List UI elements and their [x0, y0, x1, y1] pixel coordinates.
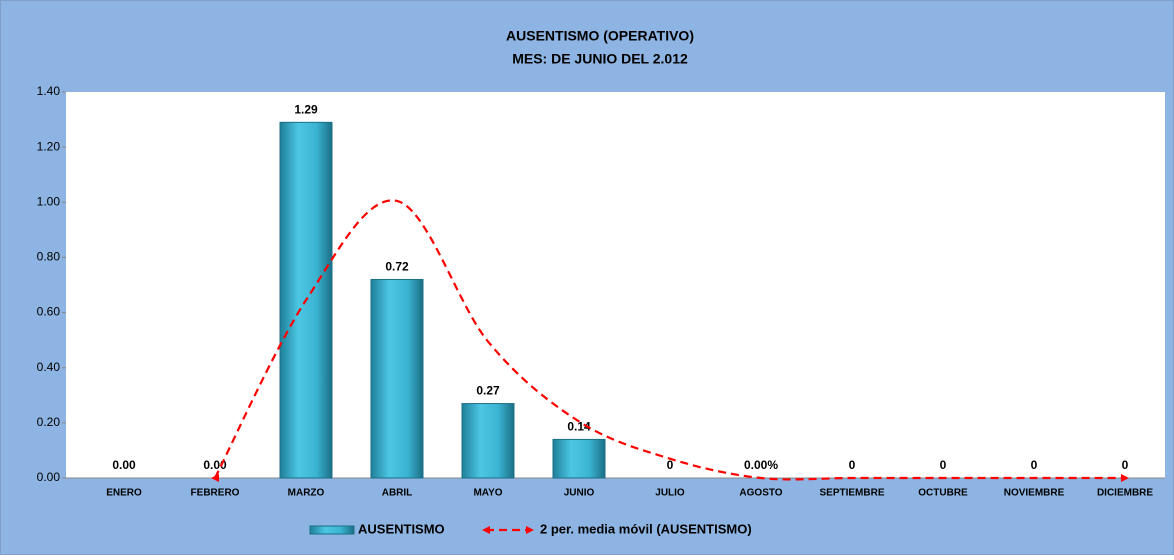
x-tick-label: OCTUBRE: [918, 488, 968, 499]
legend-label: 2 per. media móvil (AUSENTISMO): [540, 521, 752, 536]
x-tick-label: MARZO: [288, 488, 325, 499]
data-label: 0.00: [203, 458, 227, 472]
y-tick-label: 1.20: [37, 139, 61, 153]
y-tick-label: 1.40: [37, 84, 61, 98]
data-label: 0.72: [385, 260, 409, 274]
legend-label: AUSENTISMO: [358, 521, 445, 536]
x-tick-label: SEPTIEMBRE: [819, 488, 884, 499]
y-tick-label: 0.00: [37, 470, 61, 484]
chart-title: AUSENTISMO (OPERATIVO): [506, 28, 694, 44]
data-label: 0: [940, 458, 947, 472]
bar: [461, 403, 515, 479]
bar: [552, 438, 606, 479]
x-tick-label: ENERO: [106, 488, 142, 499]
data-label: 0: [1122, 458, 1129, 472]
data-label: 0: [1031, 458, 1038, 472]
line-end-marker: [211, 474, 219, 482]
chart-subtitle: MES: DE JUNIO DEL 2.012: [512, 51, 688, 67]
y-tick-label: 0.40: [37, 360, 61, 374]
x-tick-label: ABRIL: [382, 488, 413, 499]
y-tick-label: 0.20: [37, 415, 61, 429]
legend-swatch: [309, 525, 355, 535]
data-label: 0.00%: [744, 458, 778, 472]
data-label: 0: [849, 458, 856, 472]
y-tick-label: 0.60: [37, 305, 61, 319]
x-tick-label: DICIEMBRE: [1097, 488, 1153, 499]
x-tick-label: JULIO: [655, 488, 685, 499]
data-label: 0.00: [112, 458, 136, 472]
x-tick-label: NOVIEMBRE: [1004, 488, 1065, 499]
y-tick-label: 1.00: [37, 194, 61, 208]
bar: [370, 278, 424, 479]
data-label: 0.14: [567, 420, 591, 434]
y-tick-label: 0.80: [37, 250, 61, 264]
plot-area: [66, 92, 1165, 478]
data-label: 0.27: [476, 384, 500, 398]
x-tick-label: AGOSTO: [739, 488, 782, 499]
data-label: 0: [667, 458, 674, 472]
x-tick-label: MAYO: [473, 488, 502, 499]
x-tick-label: FEBRERO: [191, 488, 240, 499]
line-end-marker: [1121, 474, 1129, 482]
x-tick-label: JUNIO: [564, 488, 595, 499]
data-label: 1.29: [294, 103, 318, 117]
